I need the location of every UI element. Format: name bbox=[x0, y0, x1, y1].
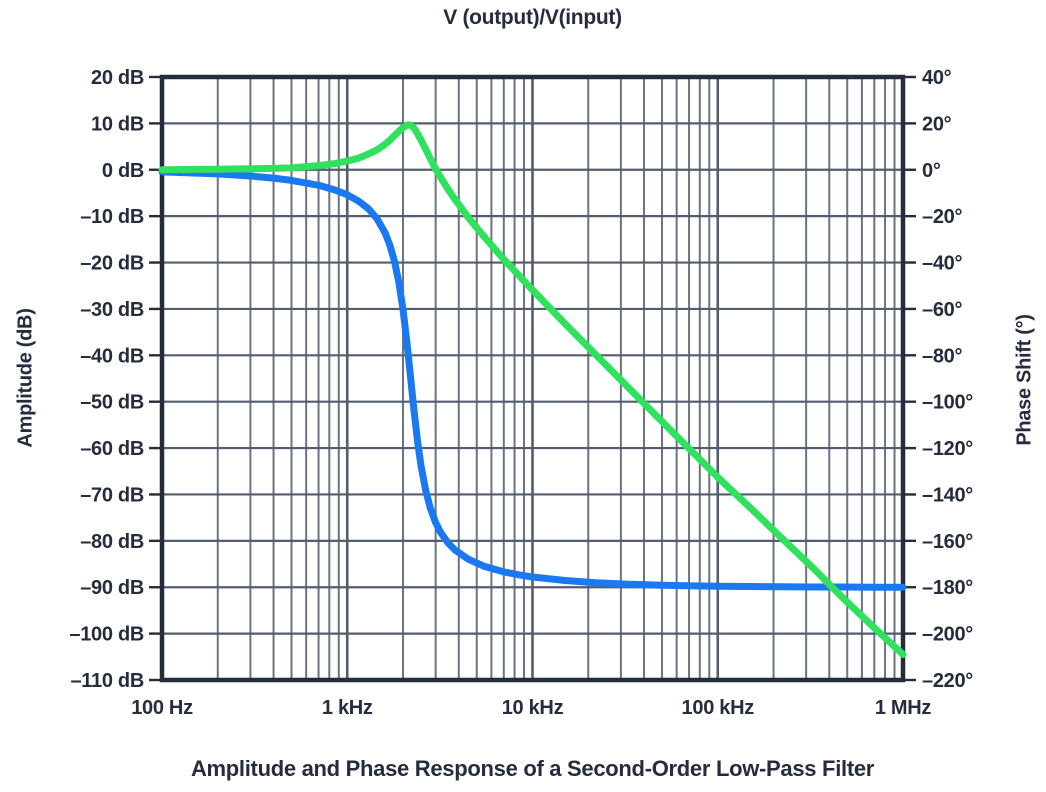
frequency-tick-label: 1 kHz bbox=[322, 697, 373, 719]
amplitude-curve bbox=[158, 121, 907, 658]
phase-tick-label: 20° bbox=[922, 113, 952, 135]
phase-tick-label: –40° bbox=[922, 253, 962, 275]
phase-tick-label: –20° bbox=[922, 206, 962, 228]
amplitude-tick-label: 10 dB bbox=[91, 113, 144, 135]
amplitude-tick-label: 0 dB bbox=[102, 160, 144, 182]
phase-tick-label: –60° bbox=[922, 299, 962, 321]
frequency-tick-label: 100 kHz bbox=[682, 697, 755, 719]
amplitude-tick-label: –80 dB bbox=[80, 531, 144, 553]
amplitude-tick-label: –20 dB bbox=[80, 253, 144, 275]
amplitude-tick-label: –60 dB bbox=[80, 438, 144, 460]
amplitude-tick-label: –50 dB bbox=[80, 392, 144, 414]
phase-curve bbox=[158, 168, 907, 591]
plot-frame bbox=[159, 74, 906, 683]
amplitude-tick-label: –100 dB bbox=[69, 624, 144, 646]
phase-tick-label: –200° bbox=[922, 624, 973, 646]
phase-tick-label: –100° bbox=[922, 392, 973, 414]
amplitude-tick-label: –110 dB bbox=[70, 670, 144, 692]
phase-tick-label: –160° bbox=[922, 531, 973, 553]
amplitude-tick-label: –90 dB bbox=[80, 577, 144, 599]
chart-title: V (output)/V(input) bbox=[443, 6, 622, 29]
amplitude-tick-label: 20 dB bbox=[91, 67, 144, 89]
phase-tick-label: –80° bbox=[922, 345, 962, 367]
phase-tick-label: –180° bbox=[922, 577, 973, 599]
amplitude-tick-label: –10 dB bbox=[80, 206, 144, 228]
frequency-tick-label: 10 kHz bbox=[502, 697, 564, 719]
phase-tick-label: –120° bbox=[922, 438, 973, 460]
phase-tick-label: 0° bbox=[922, 160, 941, 182]
frequency-tick-label: 1 MHz bbox=[875, 697, 932, 719]
amplitude-tick-label: –40 dB bbox=[80, 345, 144, 367]
frequency-tick-label: 100 Hz bbox=[131, 697, 193, 719]
phase-tick-label: 40° bbox=[922, 67, 952, 89]
phase-tick-label: –220° bbox=[922, 670, 973, 692]
chart-caption: Amplitude and Phase Response of a Second… bbox=[190, 756, 875, 781]
phase-tick-label: –140° bbox=[922, 484, 973, 506]
amplitude-tick-label: –70 dB bbox=[80, 484, 144, 506]
amplitude-tick-label: –30 dB bbox=[80, 299, 144, 321]
